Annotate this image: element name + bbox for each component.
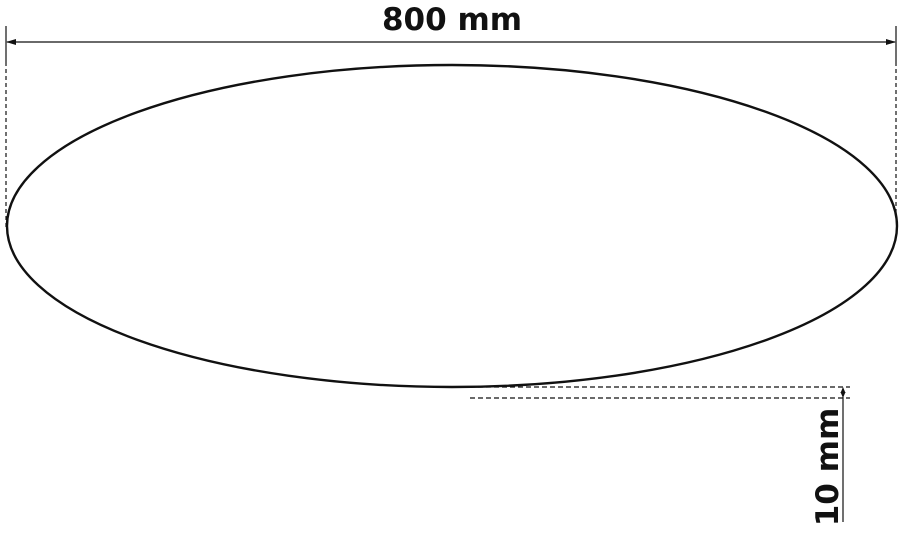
thickness-label: 10 mm <box>810 408 846 527</box>
tabletop-top-surface <box>5 63 899 389</box>
width-label: 800 mm <box>382 2 522 38</box>
